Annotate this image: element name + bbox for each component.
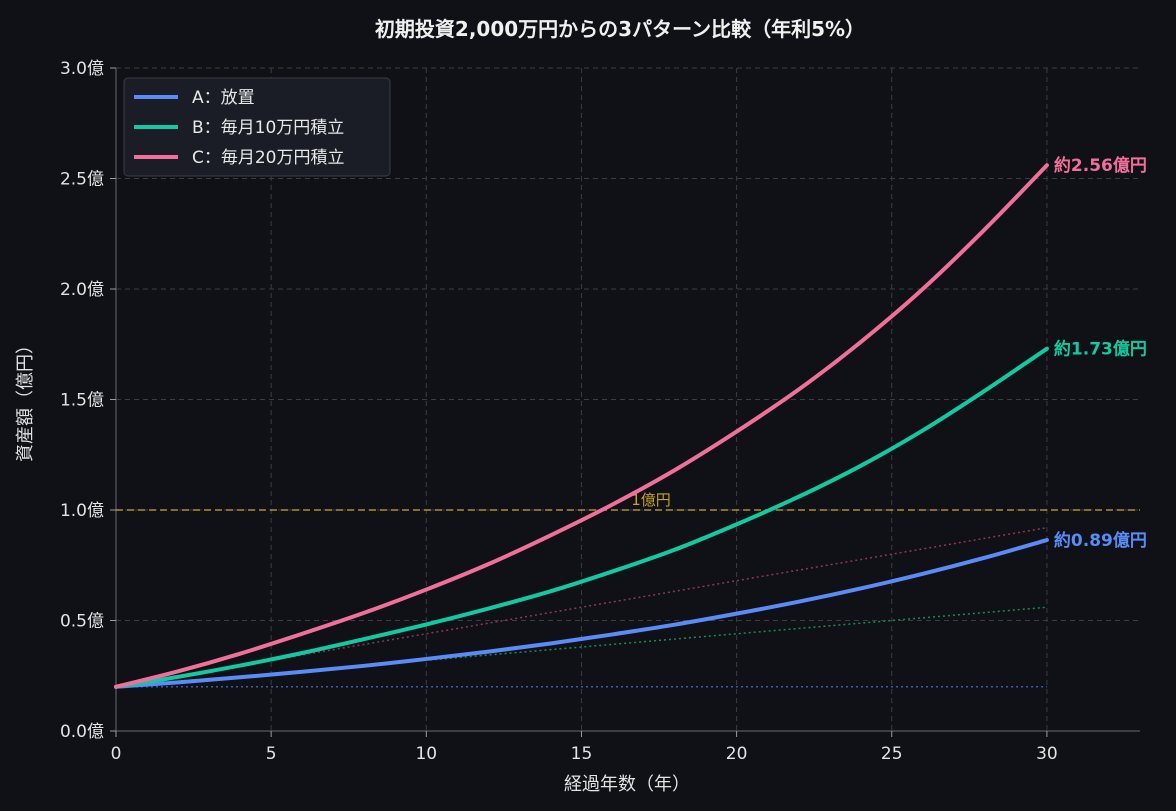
- y-axis-label: 資産額（億円）: [15, 336, 36, 462]
- x-tick-label-0: 0: [111, 744, 122, 764]
- y-tick-label-2: 1.0億: [60, 501, 104, 521]
- series-lines: [114, 163, 1049, 689]
- y-tick-label-3: 1.5億: [60, 391, 104, 411]
- x-tick-label-4: 20: [726, 744, 748, 764]
- x-tick-label-6: 30: [1036, 744, 1058, 764]
- x-tick-label-3: 15: [571, 744, 593, 764]
- x-axis-label: 経過年数（年）: [564, 774, 690, 795]
- y-tick-label-6: 3.0億: [60, 59, 104, 79]
- end-label-a: 約0.89億円: [1054, 530, 1147, 551]
- legend: A：放置 B：毎月10万円積立 C：毎月20万円積立: [123, 77, 391, 177]
- legend-label-a: A：放置: [192, 88, 255, 108]
- x-axis-ticks: 0 5 10 15 20 25 30: [111, 731, 1058, 764]
- x-tick-label-5: 25: [881, 744, 903, 764]
- x-tick-label-2: 10: [415, 744, 437, 764]
- y-tick-label-1: 0.5億: [60, 612, 104, 632]
- reference-line-group: 1億円: [116, 491, 1140, 511]
- legend-label-c: C：毎月20万円積立: [192, 148, 345, 168]
- chart-title: 初期投資2,000万円からの3パターン比較（年利5%）: [375, 17, 865, 41]
- end-label-c: 約2.56億円: [1054, 155, 1147, 176]
- legend-label-b: B：毎月10万円積立: [192, 118, 344, 138]
- legend-box: [123, 77, 391, 177]
- grid: [115, 67, 1140, 732]
- series-line-a: [114, 538, 1049, 689]
- y-axis-ticks: 0.0億 0.5億 1.0億 1.5億 2.0億 2.5億 3.0億: [60, 59, 116, 742]
- x-tick-label-1: 5: [266, 744, 277, 764]
- series-line-b: [114, 346, 1049, 689]
- y-tick-label-4: 2.0億: [60, 280, 104, 300]
- series-line-c: [114, 163, 1049, 689]
- reference-line-label: 1億円: [631, 491, 671, 509]
- y-tick-label-0: 0.0億: [60, 722, 104, 742]
- y-tick-label-5: 2.5億: [60, 170, 104, 190]
- end-label-b: 約1.73億円: [1054, 339, 1147, 360]
